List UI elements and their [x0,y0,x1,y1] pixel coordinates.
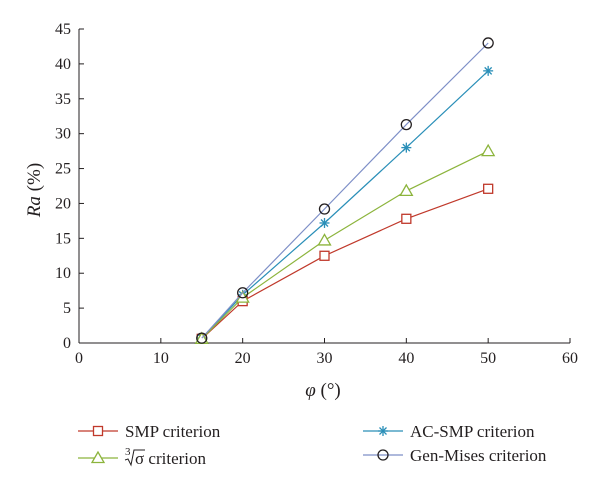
legend-root-index: 3 [125,446,131,458]
legend-item-0: SMP criterion [78,422,221,441]
x-tick-label: 40 [398,350,414,367]
y-tick-label: 45 [55,21,71,38]
data-point [401,142,412,153]
y-tick-label: 0 [63,335,71,352]
series-plot [194,37,496,344]
y-axis-label: Ra (%) [24,163,45,218]
data-point [196,332,208,344]
series-line [201,188,489,340]
legend-label: σ criterion [135,449,206,468]
legend-marker [377,449,389,461]
series-0 [196,183,494,344]
legend-item-2: 3 σ criterion [78,446,206,468]
legend: SMP criterion AC-SMP criterion 3 σ criterio… [78,422,547,468]
x-axis-label: φ (°) [305,380,341,401]
data-point [401,213,412,224]
legend-label: SMP criterion [125,422,221,441]
tick-labels: 0 10 20 30 40 50 60 0 5 10 15 20 25 30 35 40 45 [55,21,578,367]
data-point [399,183,414,197]
legend-item-1: AC-SMP criterion [363,422,535,441]
y-tick-label: 30 [55,126,71,143]
legend-marker [378,426,388,436]
y-tick-label: 40 [55,56,71,73]
axes [78,28,571,344]
x-tick-label: 30 [317,350,333,367]
legend-label: Gen-Mises criterion [410,446,547,465]
x-tick-label: 60 [562,350,578,367]
data-point [482,37,494,49]
x-tick-label: 0 [75,350,83,367]
y-tick-label: 10 [55,265,71,282]
legend-label: AC-SMP criterion [410,422,535,441]
data-point [317,233,332,246]
series-line [201,42,489,339]
series-3 [196,37,494,344]
data-point [481,143,496,157]
legend-marker [90,450,106,464]
y-tick-label: 35 [55,91,71,108]
legend-radical-sign [124,449,145,467]
series-line [201,150,489,340]
data-point [319,217,330,228]
y-tick-label: 5 [63,300,71,317]
legend-marker [92,425,104,437]
y-tick-label: 25 [55,161,71,178]
x-tick-label: 10 [153,350,169,367]
data-point [400,118,412,131]
x-tick-label: 50 [480,350,496,367]
data-point [483,65,494,76]
data-point [483,183,494,194]
data-point [319,250,330,261]
y-tick-label: 20 [55,195,71,212]
x-tick-label: 20 [235,350,251,367]
y-tick-label: 15 [55,230,71,247]
series-2 [194,143,496,344]
legend-item-3: Gen-Mises criterion [363,446,547,465]
data-point [237,287,249,299]
data-point [318,203,331,215]
